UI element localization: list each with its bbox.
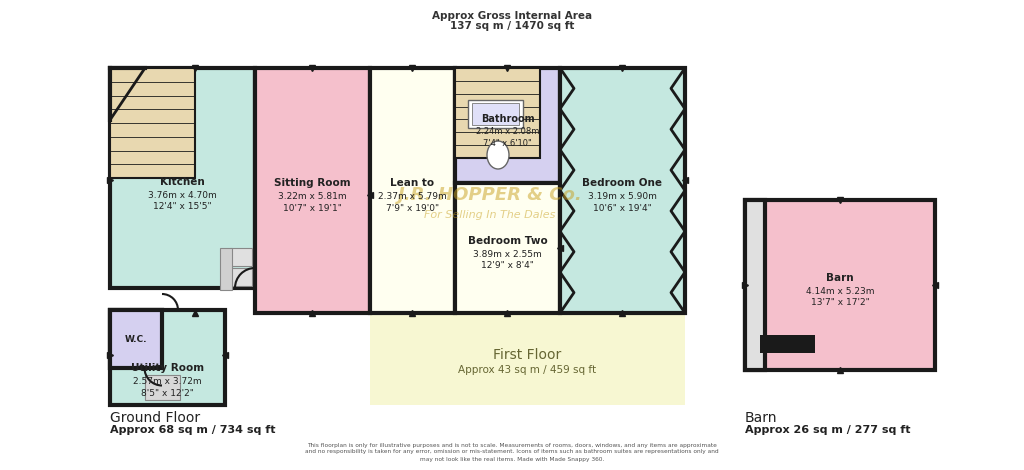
Bar [110, 310, 162, 368]
Text: 2.37m x 5.79m
7'9" x 19'0": 2.37m x 5.79m 7'9" x 19'0" [378, 192, 446, 213]
Text: For Selling In The Dales: For Selling In The Dales [424, 210, 556, 220]
Text: Bedroom One: Bedroom One [583, 179, 663, 188]
Bar [370, 260, 685, 405]
Text: 137 sq m / 1470 sq ft: 137 sq m / 1470 sq ft [450, 21, 574, 31]
Text: Bathroom: Bathroom [480, 113, 535, 124]
Bar [230, 248, 252, 266]
Text: Barn: Barn [745, 411, 777, 425]
Bar [255, 68, 370, 313]
Bar [455, 68, 540, 158]
Text: First Floor: First Floor [494, 348, 561, 362]
Bar [745, 200, 765, 370]
Text: Bedroom Two: Bedroom Two [468, 236, 548, 246]
Bar [370, 68, 455, 313]
Bar [760, 335, 815, 353]
Bar [110, 310, 162, 368]
Text: J.R. HOPPER & Co.: J.R. HOPPER & Co. [397, 186, 583, 204]
Text: Ground Floor: Ground Floor [110, 411, 200, 425]
Bar [455, 183, 560, 313]
Text: 4.14m x 5.23m
13'7" x 17'2": 4.14m x 5.23m 13'7" x 17'2" [806, 287, 874, 307]
Text: Lean to: Lean to [390, 179, 434, 188]
Text: Utility Room: Utility Room [131, 363, 204, 373]
Text: Approx 68 sq m / 734 sq ft: Approx 68 sq m / 734 sq ft [110, 425, 275, 435]
Text: 3.76m x 4.70m
12'4" x 15'5": 3.76m x 4.70m 12'4" x 15'5" [148, 191, 217, 212]
Text: Barn: Barn [826, 273, 854, 283]
Text: Approx 43 sq m / 459 sq ft: Approx 43 sq m / 459 sq ft [459, 365, 597, 375]
Text: 2.57m x 3.72m: 2.57m x 3.72m [133, 377, 202, 386]
Bar [745, 200, 935, 370]
Bar [145, 375, 180, 400]
Text: 8'5" x 12'2": 8'5" x 12'2" [141, 390, 194, 399]
Bar [472, 103, 519, 125]
Text: Approx 26 sq m / 277 sq ft: Approx 26 sq m / 277 sq ft [745, 425, 910, 435]
Text: 3.89m x 2.55m
12'9" x 8'4": 3.89m x 2.55m 12'9" x 8'4" [473, 250, 542, 270]
Bar [560, 68, 685, 313]
Bar [110, 68, 255, 288]
Ellipse shape [487, 141, 509, 169]
Text: 2.24m x 2.08m
7'4" x 6'10": 2.24m x 2.08m 7'4" x 6'10" [476, 127, 540, 148]
Bar [110, 310, 225, 405]
Text: 3.22m x 5.81m
10'7" x 19'1": 3.22m x 5.81m 10'7" x 19'1" [279, 192, 347, 213]
Text: Kitchen: Kitchen [160, 177, 205, 187]
Bar [468, 100, 523, 128]
Bar [455, 68, 560, 183]
Text: Approx Gross Internal Area: Approx Gross Internal Area [432, 11, 592, 21]
Text: This floorplan is only for illustrative purposes and is not to scale. Measuremen: This floorplan is only for illustrative … [305, 442, 719, 462]
Text: Sitting Room: Sitting Room [274, 179, 351, 188]
Bar [230, 268, 252, 286]
Bar [110, 68, 195, 178]
Text: 3.19m x 5.90m
10'6" x 19'4": 3.19m x 5.90m 10'6" x 19'4" [588, 192, 657, 213]
Text: W.C.: W.C. [125, 335, 147, 344]
Bar [220, 248, 232, 290]
